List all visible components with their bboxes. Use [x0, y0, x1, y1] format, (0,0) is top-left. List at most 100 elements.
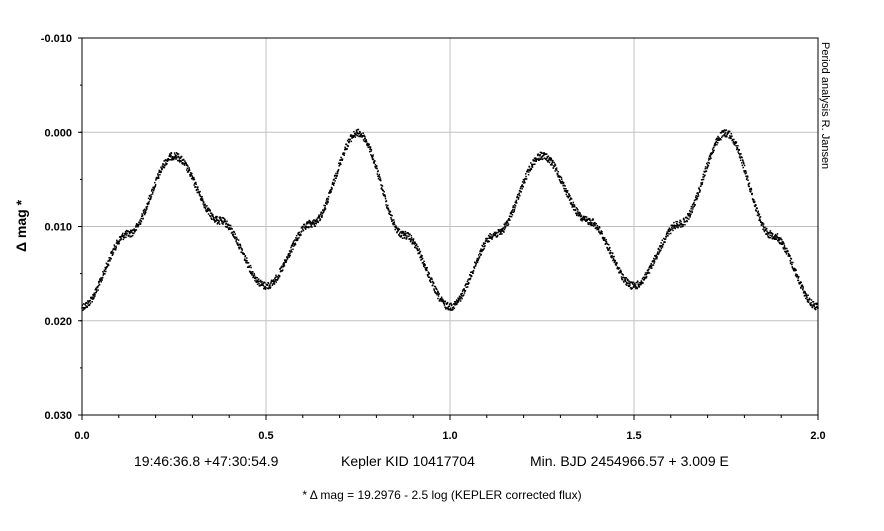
data-point [720, 138, 722, 141]
data-point [262, 282, 264, 284]
data-point [203, 205, 205, 207]
data-point [769, 234, 771, 237]
data-point [675, 224, 678, 227]
data-point [776, 237, 778, 239]
data-point [182, 161, 184, 164]
data-point [318, 215, 321, 217]
data-point [624, 280, 627, 283]
data-point [735, 142, 737, 144]
data-point [237, 239, 240, 241]
data-point [478, 257, 480, 259]
data-point [765, 227, 768, 230]
data-point [712, 151, 714, 153]
data-point [658, 245, 661, 247]
data-point [145, 207, 148, 209]
data-point [361, 136, 363, 138]
data-point [659, 246, 662, 248]
data-point [259, 280, 261, 282]
data-point [402, 231, 405, 234]
data-point [790, 258, 793, 260]
data-point [576, 208, 579, 210]
data-point [161, 165, 164, 167]
data-point [609, 252, 611, 255]
data-point [813, 307, 816, 310]
data-point [98, 282, 100, 284]
data-point [788, 253, 790, 256]
data-point [131, 234, 134, 237]
data-point [487, 240, 490, 242]
data-point [778, 239, 780, 242]
data-point [359, 135, 362, 138]
data-point [87, 304, 89, 306]
data-point [251, 272, 253, 275]
data-point [516, 196, 519, 198]
data-point [329, 192, 332, 194]
data-point [220, 220, 223, 222]
data-point [628, 284, 630, 287]
data-point [275, 281, 278, 283]
data-point [566, 195, 568, 198]
data-point [436, 294, 438, 296]
data-point [644, 272, 647, 274]
data-point [412, 239, 415, 242]
data-point [272, 280, 274, 282]
data-point [707, 159, 710, 161]
data-point [585, 219, 588, 221]
data-point [611, 256, 613, 259]
data-point [708, 157, 710, 160]
data-point [307, 221, 309, 223]
data-point [740, 153, 742, 155]
data-point [780, 237, 782, 240]
data-point [140, 220, 143, 223]
data-point [198, 192, 200, 194]
data-point [325, 198, 328, 201]
data-point [692, 208, 694, 210]
data-point [481, 250, 483, 253]
data-point [505, 223, 507, 226]
data-point [338, 162, 341, 165]
data-point [177, 156, 180, 158]
data-point [152, 191, 154, 194]
data-point [543, 153, 545, 156]
data-point [653, 260, 656, 263]
data-point [482, 242, 485, 244]
data-point [520, 191, 522, 193]
data-point [639, 281, 642, 284]
data-point [620, 271, 622, 274]
data-point [558, 178, 561, 181]
data-point [85, 305, 87, 307]
data-point [175, 155, 178, 157]
data-point [627, 279, 629, 281]
data-point [223, 220, 226, 222]
data-point [154, 185, 157, 187]
data-point [269, 286, 271, 288]
data-point [205, 210, 208, 213]
data-point [659, 245, 662, 247]
data-point [377, 177, 380, 180]
data-point [431, 280, 434, 283]
data-point [216, 223, 219, 225]
data-point [500, 230, 502, 233]
data-point [384, 195, 387, 198]
data-point [686, 220, 688, 223]
data-point [301, 230, 303, 232]
data-point [764, 229, 767, 232]
data-point [628, 280, 630, 283]
data-point [355, 130, 358, 132]
data-point [632, 283, 634, 285]
data-point [437, 295, 440, 297]
data-point [383, 191, 385, 193]
data-point [609, 246, 611, 249]
data-point [814, 303, 816, 305]
data-point [473, 266, 475, 268]
data-point [231, 228, 233, 230]
data-point [137, 224, 140, 227]
data-point [653, 259, 656, 261]
data-point [640, 280, 643, 282]
data-point [398, 233, 400, 236]
data-point [290, 249, 293, 251]
data-point [673, 224, 676, 226]
data-point [305, 225, 307, 227]
data-point [197, 186, 199, 188]
data-point [801, 288, 804, 291]
